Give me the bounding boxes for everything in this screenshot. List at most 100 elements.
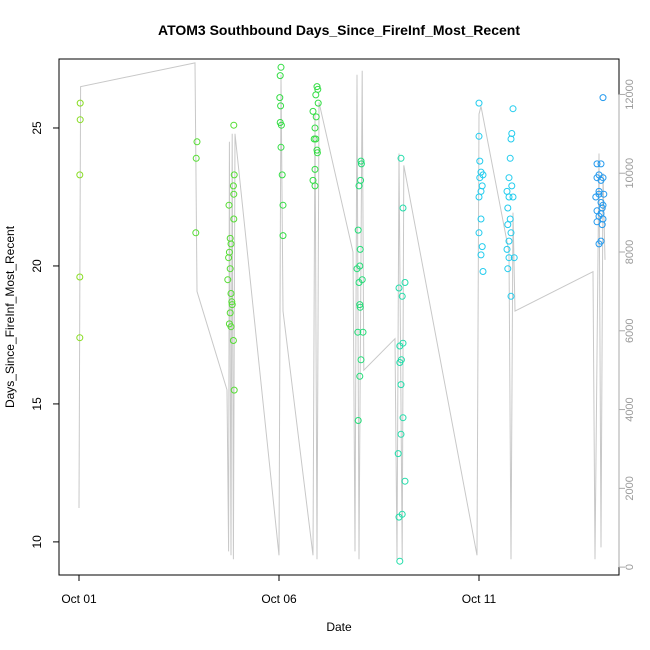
data-point [359, 328, 367, 336]
series-6 [475, 99, 518, 300]
data-point [229, 182, 237, 190]
data-point [311, 182, 319, 190]
data-point [309, 107, 317, 115]
data-point [397, 381, 405, 389]
data-point [311, 124, 319, 132]
data-point [313, 146, 321, 154]
data-point [192, 229, 200, 237]
data-point [599, 94, 607, 102]
data-point [230, 386, 238, 394]
data-point [230, 215, 238, 223]
data-point [600, 190, 608, 198]
data-point [225, 201, 233, 209]
data-point [399, 414, 407, 422]
data-point [230, 171, 238, 179]
y2-tick-label: 10000 [624, 158, 636, 189]
series-3 [276, 63, 322, 240]
data-point [279, 232, 287, 240]
data-point [505, 237, 513, 245]
data-point [354, 328, 362, 336]
data-points [76, 63, 608, 565]
data-point [510, 254, 518, 262]
data-point [477, 215, 485, 223]
data-point [192, 154, 200, 162]
data-point [224, 276, 232, 284]
data-point [314, 99, 322, 107]
data-point [398, 292, 406, 300]
data-point [396, 342, 404, 350]
data-point [394, 450, 402, 458]
data-point [397, 154, 405, 162]
data-point [311, 165, 319, 173]
data-point [356, 303, 364, 311]
data-point [76, 171, 84, 179]
data-point [399, 204, 407, 212]
data-point [76, 334, 84, 342]
data-point [478, 243, 486, 251]
data-point [505, 193, 513, 201]
y2-tick-label: 6000 [624, 319, 636, 343]
y2-tick-label: 8000 [624, 240, 636, 264]
data-point [504, 221, 512, 229]
data-point [401, 279, 409, 286]
data-point [313, 149, 321, 157]
data-point [312, 113, 320, 121]
data-point [505, 174, 513, 182]
data-point [397, 430, 405, 438]
data-point [509, 193, 517, 201]
data-point [277, 121, 285, 129]
data-point [475, 99, 483, 107]
data-point [507, 292, 515, 300]
data-point [227, 290, 235, 297]
y-axis-label: Days_Since_FireInf_Most_Recent [3, 225, 17, 408]
x-axis: Oct 01 Oct 06 Oct 11 [61, 575, 497, 606]
data-point [503, 187, 511, 195]
data-point [508, 182, 516, 190]
altitude-line [78, 62, 606, 560]
data-point [277, 63, 285, 71]
data-point [475, 132, 483, 140]
data-point [276, 94, 284, 102]
data-point [475, 193, 483, 201]
series-4 [353, 157, 367, 424]
y2-tick-label: 2000 [624, 476, 636, 500]
data-point [355, 279, 363, 286]
y2-tick-label: 12000 [624, 79, 636, 110]
data-point [506, 154, 514, 162]
data-point [592, 193, 600, 201]
x-tick-label: Oct 01 [61, 592, 97, 606]
data-point [277, 143, 285, 151]
data-point [506, 215, 514, 223]
data-point [357, 160, 365, 168]
data-point [225, 254, 233, 262]
data-point [355, 182, 363, 190]
series-1 [76, 99, 84, 342]
data-point [313, 83, 321, 91]
series-7 [592, 94, 608, 248]
data-point [476, 157, 484, 165]
data-point [477, 251, 485, 259]
data-point [279, 201, 287, 209]
data-point [593, 160, 601, 168]
data-point [597, 176, 605, 184]
data-point [504, 265, 512, 273]
data-point [479, 171, 487, 179]
data-point [228, 298, 236, 306]
data-point [193, 138, 201, 146]
data-point [503, 245, 511, 253]
data-point [509, 105, 517, 113]
data-point [226, 265, 234, 273]
data-point [478, 182, 486, 190]
data-point [356, 301, 364, 309]
data-point [76, 116, 84, 124]
data-point [354, 417, 362, 424]
data-point [507, 229, 515, 237]
data-point [475, 229, 483, 237]
data-point [229, 337, 237, 344]
data-point [276, 72, 284, 80]
data-point [312, 91, 320, 99]
data-point [479, 268, 487, 275]
data-point [507, 135, 515, 143]
y2-tick-label: 0 [624, 564, 636, 570]
